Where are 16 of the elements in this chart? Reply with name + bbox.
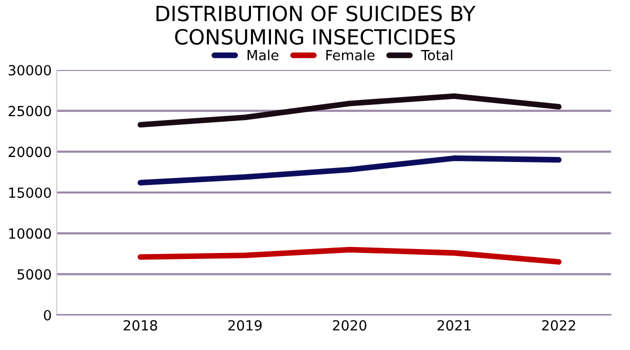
y-tick-label: 10000 [9, 228, 51, 239]
x-tick-label: 2021 [438, 320, 471, 331]
x-tick-label: 2022 [542, 320, 576, 331]
legend-label: Female [326, 50, 374, 60]
legend-label: Male [248, 50, 278, 60]
y-tick-label: 30000 [8, 64, 51, 76]
legend-label: Total [421, 50, 452, 60]
chart-title: DISTRIBUTION OF SUICIDES BY CONSUMING INSECTICIDES [156, 6, 476, 45]
x-tick-label: 2020 [332, 320, 366, 331]
y-tick-label: 25000 [8, 106, 51, 116]
y-tick-label: 15000 [9, 187, 51, 198]
x-tick-label: 2019 [228, 320, 262, 331]
y-tick-label: 0 [44, 310, 51, 320]
x-tick-label: 2018 [124, 320, 158, 331]
y-tick-label: 5000 [18, 269, 51, 280]
y-tick-label: 20000 [8, 146, 51, 158]
